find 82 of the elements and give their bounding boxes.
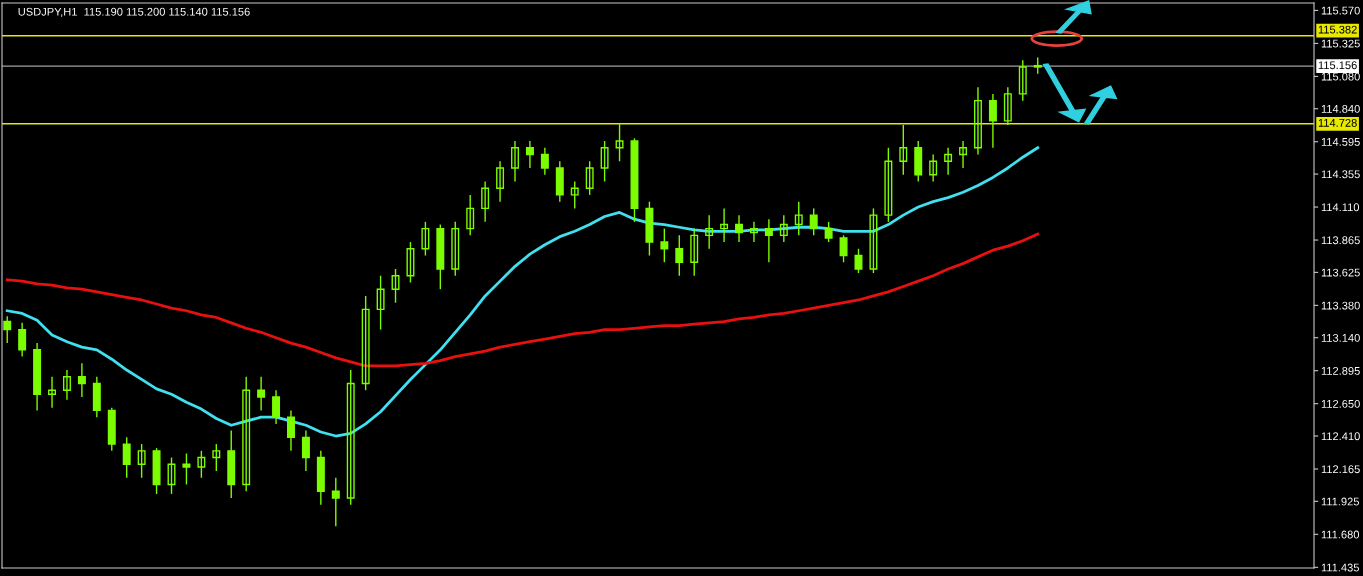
candlestick bbox=[675, 234, 684, 277]
candlestick bbox=[794, 200, 803, 237]
candlestick bbox=[346, 369, 355, 506]
candlestick bbox=[1018, 59, 1027, 102]
candlestick bbox=[257, 376, 266, 412]
candlestick bbox=[212, 443, 221, 472]
candlestick bbox=[376, 275, 385, 331]
candlestick bbox=[854, 248, 863, 274]
candlestick bbox=[3, 315, 12, 344]
candlestick bbox=[973, 86, 982, 156]
candlestick bbox=[779, 214, 788, 243]
y-tick-label: 114.355 bbox=[1321, 170, 1360, 179]
candlestick bbox=[496, 160, 505, 203]
y-tick-label: 114.840 bbox=[1321, 104, 1360, 113]
candlestick bbox=[242, 376, 251, 492]
candlestick bbox=[600, 140, 609, 183]
y-tick-label: 113.625 bbox=[1321, 268, 1360, 277]
candlestick bbox=[197, 450, 206, 479]
candlestick bbox=[809, 207, 818, 237]
candlestick bbox=[824, 221, 833, 243]
candlestick bbox=[660, 227, 669, 263]
y-tick-label: 113.865 bbox=[1321, 236, 1360, 245]
candlestick bbox=[525, 140, 534, 169]
candlestick bbox=[585, 160, 594, 196]
line-series bbox=[5, 146, 1040, 438]
candlestick bbox=[929, 153, 938, 183]
candlestick bbox=[988, 93, 997, 149]
y-tick-label: 112.165 bbox=[1321, 465, 1360, 474]
y-tick-label: 111.680 bbox=[1321, 530, 1360, 539]
candlestick bbox=[77, 362, 86, 398]
candlestick bbox=[167, 456, 176, 495]
ref-line-label: 114.728 bbox=[1318, 118, 1357, 127]
candlestick bbox=[48, 376, 57, 409]
candlestick bbox=[884, 147, 893, 223]
candlestick bbox=[451, 221, 460, 277]
candlestick bbox=[735, 214, 744, 243]
candlestick bbox=[899, 124, 908, 176]
candlestick bbox=[466, 194, 475, 237]
candlestick bbox=[615, 122, 624, 162]
candlestick bbox=[182, 452, 191, 486]
candlestick bbox=[764, 218, 773, 263]
candlestick bbox=[331, 477, 340, 527]
candlestick bbox=[1003, 86, 1012, 126]
candlestick bbox=[511, 140, 519, 183]
ref-line-label: 115.382 bbox=[1318, 25, 1357, 34]
candlestick bbox=[749, 221, 758, 243]
candlestick bbox=[18, 322, 27, 358]
y-tick-label: 111.925 bbox=[1321, 497, 1359, 506]
candlestick bbox=[361, 295, 370, 391]
candlestick bbox=[301, 429, 310, 472]
y-tick-label: 115.325 bbox=[1321, 39, 1360, 48]
candlestick bbox=[62, 369, 71, 401]
candlestick bbox=[481, 180, 490, 223]
candlestick bbox=[705, 214, 714, 250]
ref-line-label: 115.156 bbox=[1318, 61, 1357, 70]
candlestick bbox=[869, 207, 878, 274]
candlestick bbox=[690, 227, 699, 277]
y-tick-label: 115.080 bbox=[1321, 72, 1360, 81]
candlestick bbox=[406, 241, 415, 284]
candlestick bbox=[421, 221, 430, 257]
candlestick bbox=[959, 140, 968, 169]
candlestick bbox=[540, 147, 549, 176]
candlestick bbox=[122, 436, 131, 479]
candlestick bbox=[570, 180, 579, 210]
y-tick-label: 113.140 bbox=[1321, 333, 1360, 342]
y-tick-label: 111.435 bbox=[1321, 563, 1359, 572]
y-tick-label: 112.410 bbox=[1321, 432, 1360, 441]
y-tick-label: 113.380 bbox=[1321, 301, 1360, 310]
candlestick bbox=[272, 389, 281, 425]
chart-title: USDJPY,H1 115.190 115.200 115.140 115.156 bbox=[18, 7, 250, 17]
y-tick-label: 115.570 bbox=[1321, 6, 1360, 15]
candlestick bbox=[391, 268, 400, 304]
line-series bbox=[5, 232, 1040, 368]
y-tick-label: 114.595 bbox=[1321, 137, 1360, 146]
y-tick-label: 112.895 bbox=[1321, 366, 1360, 375]
candlestick bbox=[839, 234, 848, 263]
candlestick bbox=[137, 443, 146, 479]
candlestick bbox=[720, 207, 729, 243]
y-tick-label: 114.110 bbox=[1321, 203, 1360, 212]
y-tick-label: 112.650 bbox=[1321, 399, 1360, 408]
candlestick bbox=[287, 409, 295, 452]
candlestick bbox=[944, 147, 953, 176]
